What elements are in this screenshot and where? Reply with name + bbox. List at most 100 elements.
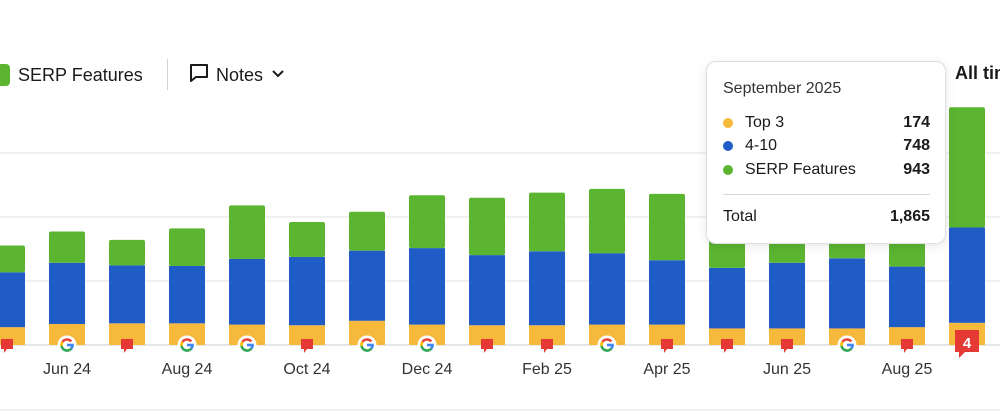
bar-top3-segment bbox=[409, 324, 445, 345]
serp-dot bbox=[723, 165, 733, 175]
bar-top3-segment bbox=[769, 328, 805, 345]
bar-4-10-segment bbox=[289, 257, 325, 326]
bar-4-10-segment bbox=[589, 253, 625, 325]
legend-item-serp-features[interactable]: SERP Features bbox=[0, 62, 143, 88]
bar-serp-segment bbox=[109, 239, 145, 266]
bar-serp-segment bbox=[349, 211, 385, 251]
bar-top3-segment bbox=[469, 325, 505, 345]
bar-4-10-segment bbox=[109, 265, 145, 324]
x-tick-label: Aug 25 bbox=[882, 361, 933, 378]
serp-features-swatch bbox=[0, 64, 10, 86]
note-marker-icon bbox=[721, 339, 733, 353]
bar-serp-segment bbox=[589, 188, 625, 254]
bar-4-10-segment bbox=[949, 227, 985, 323]
x-tick-label: Oct 24 bbox=[283, 361, 330, 378]
bar-top3-segment bbox=[229, 324, 265, 345]
note-marker-icon bbox=[1, 339, 13, 353]
legend-label: SERP Features bbox=[18, 64, 143, 85]
note-marker-icon bbox=[901, 339, 913, 353]
google-icon-arc bbox=[841, 338, 853, 343]
bar-serp-segment bbox=[169, 228, 205, 266]
date-range-selector[interactable]: All time bbox=[955, 63, 1000, 83]
bar-serp-segment bbox=[649, 193, 685, 261]
bar-4-10-segment bbox=[0, 272, 25, 328]
bar-4-10-segment bbox=[469, 255, 505, 326]
top3-dot bbox=[723, 118, 733, 128]
google-icon-arc bbox=[360, 341, 364, 347]
bar-4-10-segment bbox=[829, 258, 865, 329]
google-icon-arc bbox=[180, 345, 193, 352]
tooltip-row-value: 943 bbox=[903, 161, 930, 178]
note-marker-icon bbox=[661, 339, 673, 353]
google-icon-arc bbox=[240, 341, 244, 347]
pos4-10-dot bbox=[723, 141, 733, 151]
bar-4-10-segment bbox=[709, 267, 745, 329]
google-icon-arc bbox=[600, 341, 604, 347]
tooltip-total-value: 1,865 bbox=[889, 208, 930, 225]
x-tick-label: Dec 24 bbox=[402, 361, 453, 378]
note-count-marker bbox=[955, 330, 979, 358]
bar-serp-segment bbox=[529, 192, 565, 252]
bar-serp-segment bbox=[469, 197, 505, 256]
bar-serp-segment bbox=[229, 205, 265, 259]
google-icon-arc bbox=[600, 345, 613, 352]
tooltip-separator bbox=[723, 194, 930, 195]
bar-4-10-segment bbox=[889, 266, 925, 328]
bar-serp-segment bbox=[949, 107, 985, 228]
google-icon-arc bbox=[240, 345, 253, 352]
tooltip-row-top3: Top 3 174 bbox=[723, 113, 930, 133]
google-icon-arc bbox=[601, 338, 613, 343]
bar-top3-segment bbox=[49, 323, 85, 345]
bar-4-10-segment bbox=[649, 260, 685, 325]
google-icon-arc bbox=[361, 338, 373, 343]
google-icon-arc bbox=[421, 338, 433, 343]
google-icon-arc bbox=[420, 341, 424, 347]
google-icon-arc bbox=[181, 338, 193, 343]
bar-top3-segment bbox=[109, 323, 145, 345]
tooltip-row-serp: SERP Features 943 bbox=[723, 160, 930, 180]
tooltip-row-value: 174 bbox=[903, 114, 930, 131]
bar-4-10-segment bbox=[229, 258, 265, 325]
note-count-label: 4 bbox=[963, 335, 972, 352]
bar-top3-segment bbox=[589, 324, 625, 345]
bar-top3-segment bbox=[709, 328, 745, 345]
bar-top3-segment bbox=[169, 323, 205, 345]
tooltip-row-label: SERP Features bbox=[745, 161, 856, 178]
bar-top3-segment bbox=[649, 324, 685, 345]
google-icon-arc bbox=[840, 345, 853, 352]
notes-dropdown[interactable]: Notes bbox=[188, 60, 285, 90]
bar-serp-segment bbox=[0, 245, 25, 273]
google-icon-arc bbox=[60, 345, 73, 352]
google-icon-arc bbox=[180, 341, 184, 347]
tooltip-row-label: Top 3 bbox=[745, 114, 785, 131]
bar-serp-segment bbox=[289, 221, 325, 258]
x-tick-label: Jun 25 bbox=[763, 361, 811, 378]
notes-label: Notes bbox=[216, 64, 264, 85]
x-tick-label: Aug 24 bbox=[162, 361, 213, 378]
note-marker-icon bbox=[481, 339, 493, 353]
bar-4-10-segment bbox=[169, 265, 205, 324]
bar-4-10-segment bbox=[529, 251, 565, 326]
note-marker-icon bbox=[781, 339, 793, 353]
google-icon-arc bbox=[60, 341, 64, 347]
tooltip-row-value: 748 bbox=[903, 137, 930, 154]
x-tick-label: Feb 25 bbox=[522, 361, 572, 378]
chart-tooltip: September 2025 Top 3 174 4-10 748 SERP F… bbox=[706, 61, 946, 244]
google-icon-arc bbox=[420, 345, 433, 352]
tooltip-total-row: Total 1,865 bbox=[723, 207, 930, 227]
chevron-down-icon bbox=[271, 66, 285, 85]
comment-icon bbox=[188, 62, 210, 89]
bar-serp-segment bbox=[49, 231, 85, 263]
x-tick-label: Apr 25 bbox=[643, 361, 690, 378]
tooltip-total-label: Total bbox=[723, 208, 757, 225]
bar-serp-segment bbox=[409, 195, 445, 249]
bar-4-10-segment bbox=[49, 262, 85, 324]
google-icon-arc bbox=[360, 345, 373, 352]
google-icon-arc bbox=[61, 338, 73, 343]
bar-top3-segment bbox=[289, 325, 325, 345]
bar-4-10-segment bbox=[769, 262, 805, 329]
note-marker-icon bbox=[121, 339, 133, 353]
bar-top3-segment bbox=[889, 327, 925, 345]
bar-4-10-segment bbox=[409, 248, 445, 325]
tooltip-row-label: 4-10 bbox=[745, 137, 778, 154]
